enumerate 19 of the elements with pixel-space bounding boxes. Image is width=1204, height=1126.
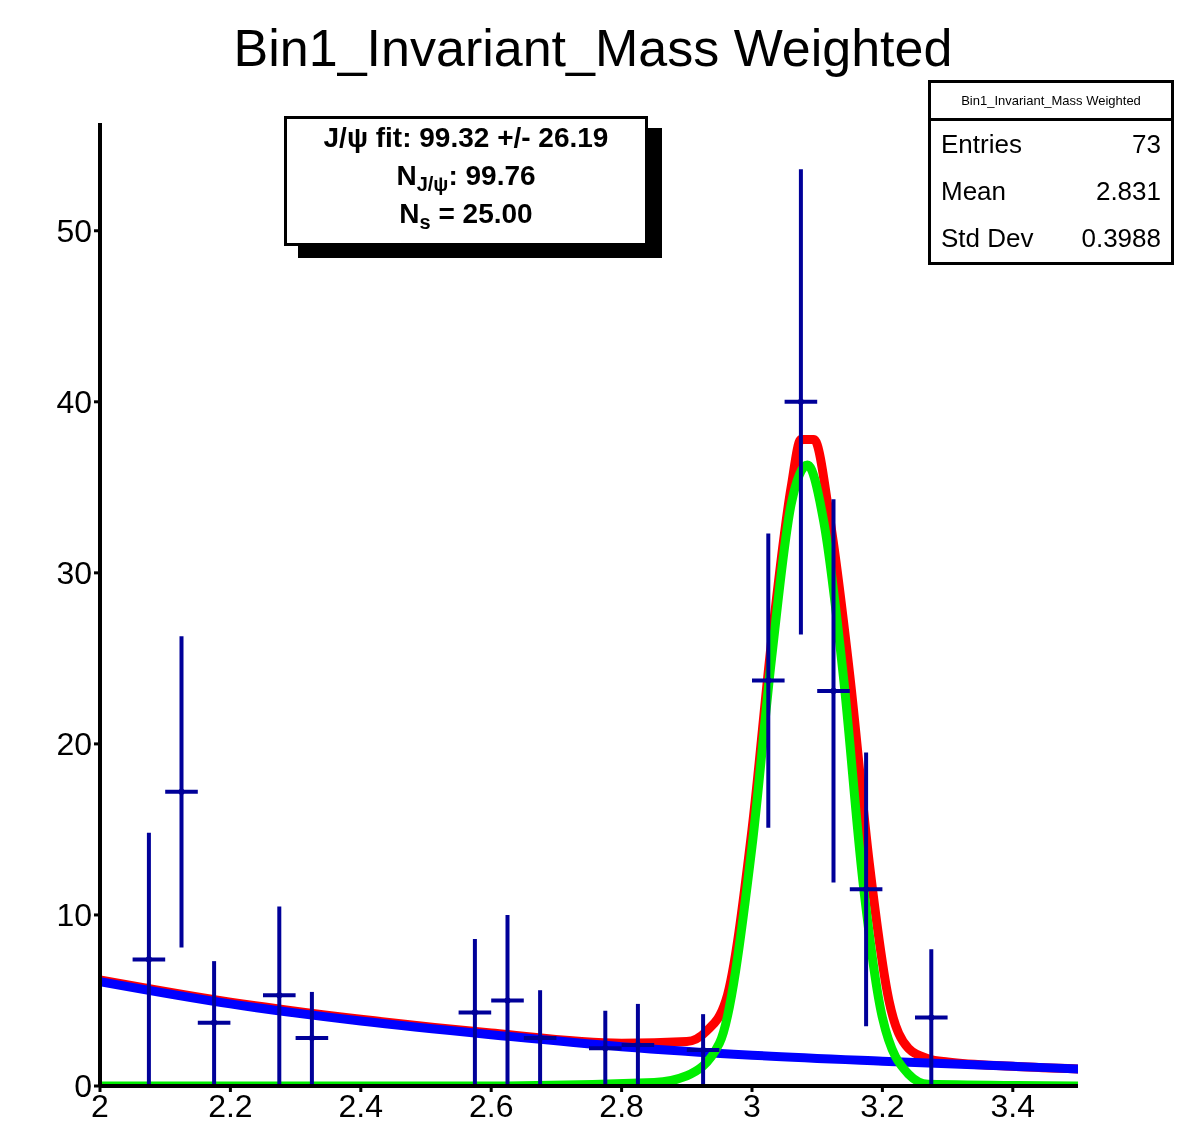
y-tick-label: 10 [56, 897, 92, 934]
x-tick-label: 3 [743, 1087, 761, 1124]
y-tick-label: 30 [56, 555, 92, 592]
x-tick-label: 3.2 [860, 1087, 905, 1124]
y-tick-label: 20 [56, 726, 92, 763]
x-tick-label: 2.8 [599, 1087, 644, 1124]
x-tick-label: 2.4 [338, 1087, 384, 1124]
annotation: N$_{s}$ = 25.00 [398, 197, 534, 233]
y-tick-label: 40 [56, 384, 92, 421]
y-tick-label: 50 [56, 213, 92, 250]
x-tick-label: 2 [91, 1087, 109, 1124]
x-tick-label: 2.2 [208, 1087, 253, 1124]
chart-title: Bin1_Invariant_Mass Weighted [232, 18, 954, 78]
x-tick-label: 3.4 [990, 1087, 1036, 1124]
y-tick-label: 0 [74, 1068, 92, 1105]
annotation: J/ψ fit: 99.32 +/- 26.19 [322, 121, 610, 155]
stats-box: Bin1_Invariant_Mass Weighted Entries 73 Mean 2.831 Std Dev 0.3988 [928, 80, 1174, 265]
annotation: N$_{J/ψ}$: 99.76 [395, 159, 537, 195]
x-tick-label: 2.6 [468, 1087, 514, 1124]
